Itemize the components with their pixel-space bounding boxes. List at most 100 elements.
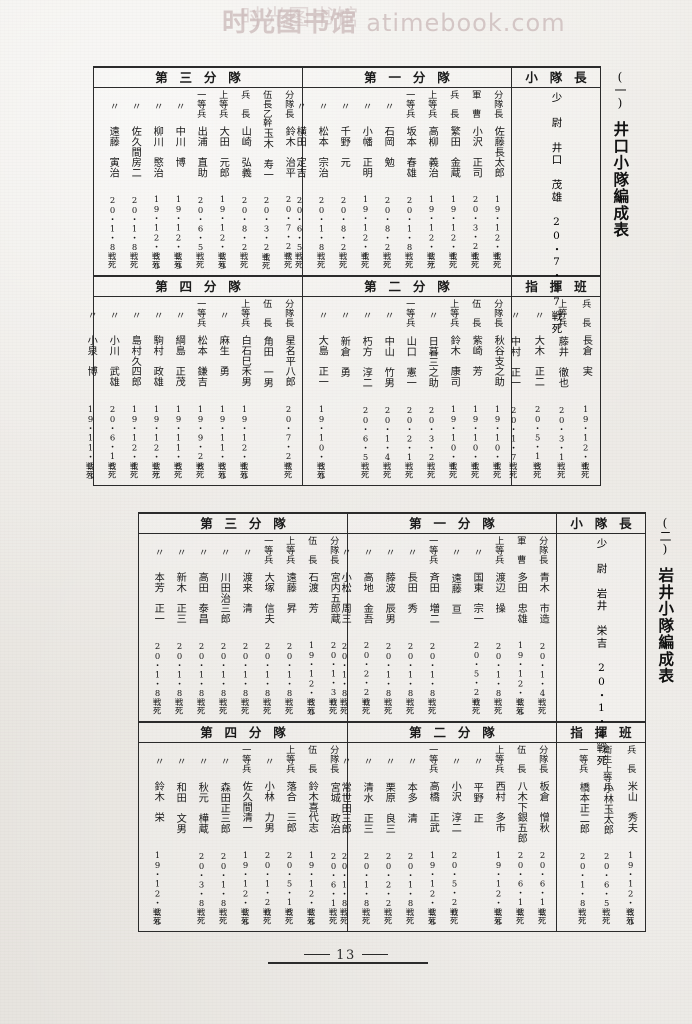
member-column: 〃藤波 辰男 20・1・8 戦死: [377, 536, 399, 719]
member-name: 小幡 正明: [360, 126, 371, 188]
member-name: 千野 元: [338, 126, 349, 189]
panel-header-squad-4: 第 四 分 隊: [94, 276, 302, 297]
ditto-mark: 〃: [471, 745, 482, 778]
death-date-text: 20・1・8: [218, 641, 229, 699]
member-name: 清水 正三: [361, 782, 372, 845]
member-name-text: 小沢 正司: [470, 126, 482, 179]
ditto-mark: 〃: [196, 536, 207, 568]
rank-label: 伍 長: [306, 536, 317, 568]
death-date-text: 19・9・28: [195, 404, 206, 471]
member-name-text: 角田 一男: [261, 335, 273, 388]
kia-mark: 戦死: [294, 252, 304, 273]
death-date-text: 19・10・1: [492, 404, 503, 471]
kia-text: 戦死: [195, 462, 206, 479]
kia-mark: 戦死: [196, 698, 206, 719]
death-date: 20・1・8: [577, 851, 588, 908]
kia-mark: 戦死: [217, 462, 227, 483]
kia-mark: 戦死: [361, 908, 371, 929]
member-name-text: 遠藤 寅治: [107, 126, 119, 179]
death-date: 19・12・29: [173, 194, 184, 271]
member-name: 佐久間清一: [240, 781, 251, 844]
death-date: 20・1・8: [218, 851, 229, 908]
member-name-text: 遠藤 亘: [449, 572, 461, 615]
rank-text: 伍 長: [469, 299, 481, 328]
kia-mark: 戦死: [577, 908, 587, 929]
kia-text: 戦死: [556, 461, 567, 479]
rank-label: 軍 曹: [470, 90, 481, 122]
member-name-text: 松本 鎌吉: [195, 335, 207, 388]
member-column: 上等兵 鈴木 康司 19・10・1 戦死: [442, 299, 464, 483]
member-name: 鈴木 栄: [152, 781, 163, 844]
member-name-text: 佐藤長太郎: [492, 126, 504, 179]
member-name: 松本 鎌吉: [195, 335, 206, 398]
death-date-text: 20・1・8: [284, 641, 295, 699]
rank-label: 一等兵: [404, 299, 415, 332]
death-date: 20・1・8: [339, 851, 350, 908]
kia-mark: 戦死: [173, 462, 183, 483]
rank-text: 〃: [294, 101, 306, 112]
death-date: 19・12・1: [580, 404, 591, 471]
member-column: 〃麻生 勇 19・11・30 戦死: [211, 299, 233, 483]
kia-text: 戦死: [151, 252, 162, 269]
death-date: 20・2・2: [383, 851, 394, 908]
ditto-mark: 〃: [360, 90, 371, 122]
panel-header-squad-1: 第 一 分 隊: [302, 67, 511, 88]
kia-mark: 戦死: [537, 908, 547, 929]
rank-text: 〃: [405, 547, 417, 558]
kia-mark: 戦死: [361, 698, 371, 719]
death-date-text: 20・1・20: [262, 850, 273, 917]
kia-text: 戦死: [129, 252, 140, 269]
death-date: 19・12・27: [151, 404, 162, 481]
kia-mark: 戦死: [383, 698, 393, 719]
member-name-text: 坂本 春雄: [404, 126, 416, 179]
ditto-mark: 〃: [85, 299, 96, 331]
member-column: 〃国東 宗一 20・5・20 戦死: [465, 536, 487, 719]
kia-mark: 戦死: [470, 252, 480, 273]
death-date-text: 20・1・8: [107, 195, 118, 253]
table-2-lower-half: 第 四 分 隊 分隊長 宮城 政治 20・6・1 戦死伍 長鈴木喜代志 19・12・26…: [139, 722, 645, 931]
rank-text: 〃: [383, 756, 395, 767]
kia-text: 戦死: [471, 698, 482, 715]
member-column: 上等兵 西村 多市 19・12・26 戦死: [487, 745, 509, 929]
kia-mark: 戦死: [283, 252, 294, 273]
member-name-text: 紫崎 芳: [470, 335, 482, 377]
member-name-text: 斉田 増二: [427, 572, 439, 625]
member-name: 星名平八郎: [283, 335, 294, 398]
member-column: 〃清水 正三 20・1・8 戦死: [355, 745, 377, 929]
member-column: 〃森田正三郎 20・1・8 戦死: [212, 745, 234, 929]
member-name: 藤井 徹也: [556, 336, 567, 399]
rank-label: 分隊長: [328, 745, 339, 778]
member-name: 渡辺 操: [493, 572, 504, 635]
member-column: 一等兵 高橋 正武 19・12・26 戦死: [421, 745, 443, 929]
member-column: 衛生上等兵 小林玉太郎 20・6・5 戦死: [594, 745, 618, 929]
member-column: 〃高地 金吾 20・2・20 戦死: [355, 536, 377, 719]
member-name-text: 白石巳禾男: [239, 335, 251, 388]
kia-text: 戦死: [283, 252, 294, 269]
death-date: 19・10・30: [316, 404, 327, 481]
rank-text: 〃: [151, 100, 163, 112]
kia-text: 戦死: [382, 461, 393, 479]
kia-text: 戦死: [537, 698, 548, 715]
ditto-mark: 〃: [338, 90, 349, 122]
kia-text: 戦死: [218, 907, 229, 925]
member-name: 橋本正二郎: [577, 782, 588, 845]
kia-mark: 戦死: [306, 908, 316, 929]
kia-text: 戦死: [339, 698, 350, 715]
member-name: 高田 泰昌: [196, 572, 207, 635]
death-date: 20・5・20: [471, 640, 482, 707]
rank-text: 分隊長: [491, 90, 503, 119]
member-name: 出浦 直助: [195, 126, 206, 189]
member-name-text: 小川 武雄: [107, 335, 119, 388]
member-name-text: 星名平八郎: [283, 335, 295, 388]
rank-text: 〃: [107, 310, 119, 321]
ditto-mark: 〃: [449, 536, 460, 569]
kia-mark: 戦死: [284, 698, 294, 719]
kia-text: 戦死: [427, 698, 438, 715]
member-name-text: 横田 定吉: [294, 126, 306, 179]
member-column: 〃小幡 正明 19・12・1 戦死: [354, 90, 376, 273]
rank-label: 分隊長: [283, 299, 294, 331]
kia-mark: 戦死: [339, 698, 350, 719]
table-1-title-text: 井口小隊編成表: [611, 121, 631, 239]
kia-text: 戦死: [426, 461, 437, 479]
ditto-mark: 〃: [382, 90, 393, 122]
